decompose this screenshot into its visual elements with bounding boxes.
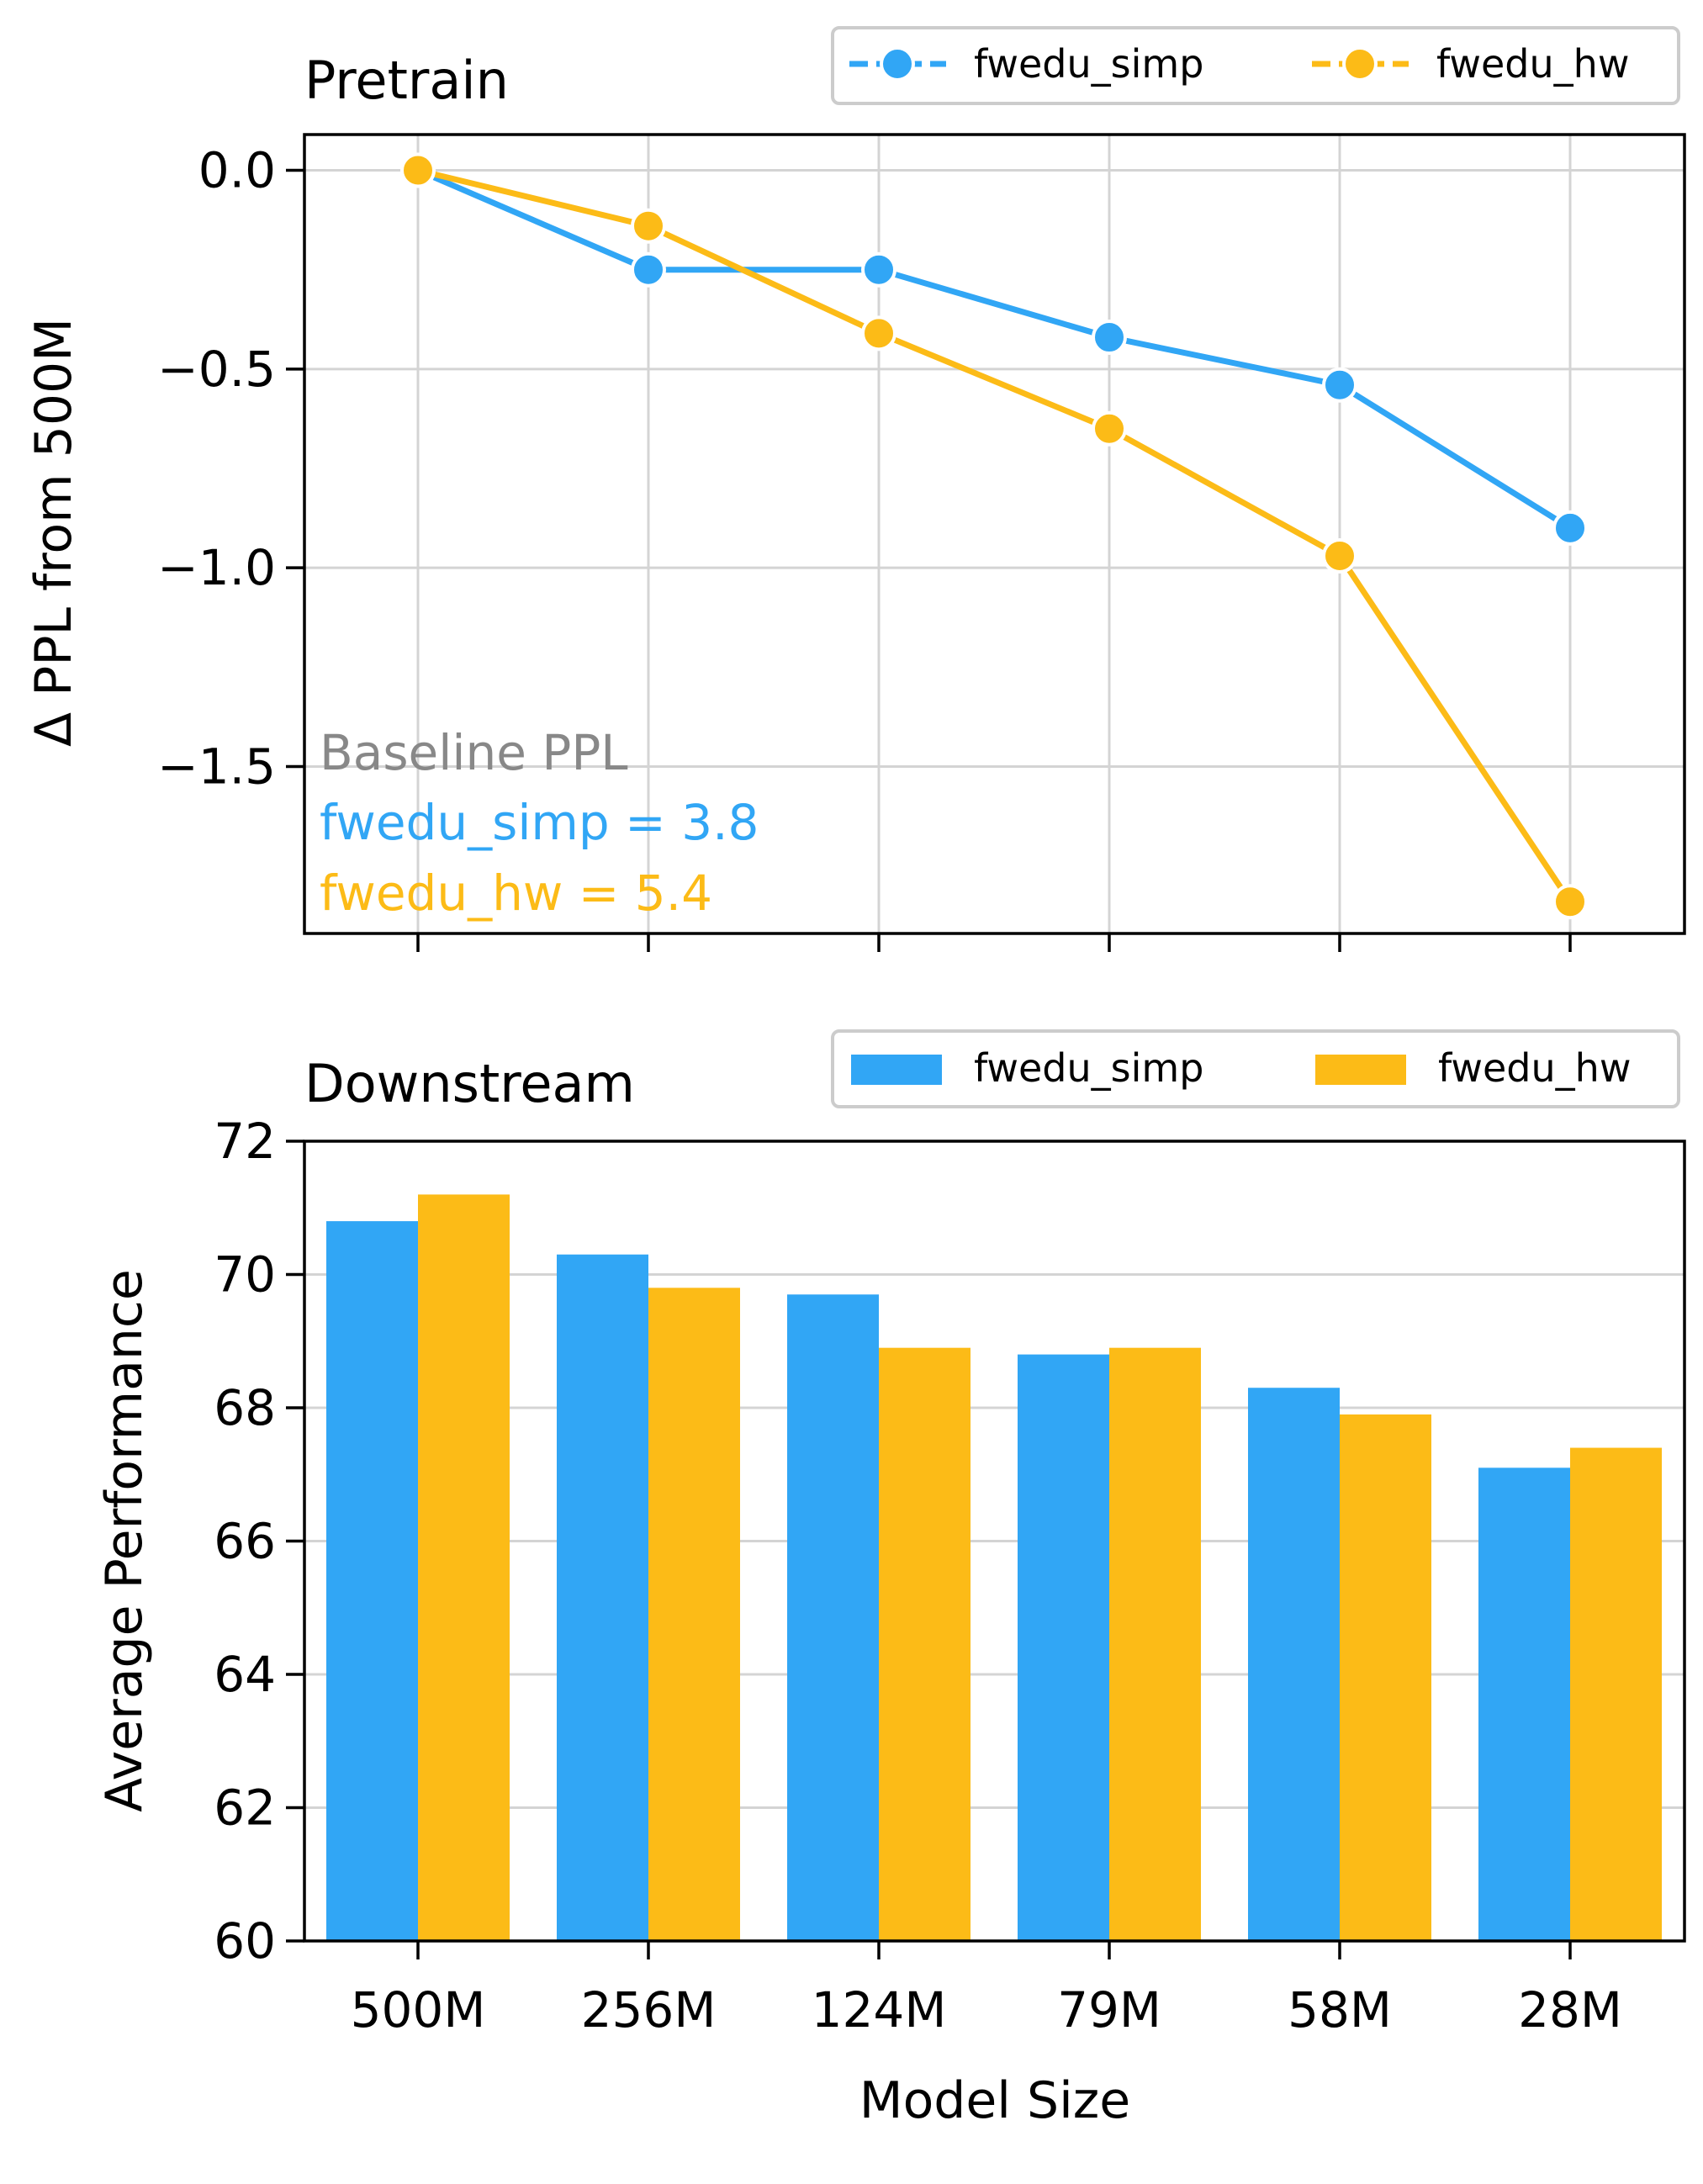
pretrain-point-fwedu_simp [1552,510,1588,546]
pretrain-ytick-label: 0.0 [198,142,276,199]
baseline-simp: fwedu_simp = 3.8 [320,794,759,851]
downstream-xtick-label: 58M [1288,1981,1392,2039]
pretrain-legend-marker [880,46,915,82]
pretrain-point-fwedu_hw [1092,410,1127,447]
downstream-bar-fwedu_hw [1109,1347,1201,1941]
downstream-panel: 60 62 64 66 68 70 72 500M 256M 124M 79M 58M 28M Downs… [95,1029,1686,2130]
pretrain-ylabel: Δ PPL from 500M [24,318,83,747]
pretrain-line-fwedu_simp [416,167,1572,531]
downstream-bar-fwedu_simp [787,1294,879,1941]
downstream-bar-fwedu_simp [1248,1388,1340,1941]
pretrain-legend: fwedu_simp fwedu_hw [831,26,1680,105]
downstream-ytick-label: 60 [214,1912,276,1970]
downstream-xtick-label: 79M [1057,1981,1161,2039]
pretrain-legend-box [831,26,1680,105]
pretrain-legend-label: fwedu_hw [1436,41,1629,87]
pretrain-ytick-label: −0.5 [157,341,276,398]
downstream-ytick-label: 68 [214,1379,276,1436]
downstream-ytick-label: 64 [214,1646,276,1703]
downstream-xtick-label: 256M [581,1981,717,2039]
downstream-legend-swatch [851,1055,942,1085]
downstream-bar-fwedu_hw [879,1347,970,1941]
pretrain-line-fwedu_hw [417,167,1573,904]
downstream-bar-fwedu_hw [1570,1447,1662,1941]
downstream-bar-fwedu_simp [326,1221,418,1941]
downstream-ylabel: Average Performance [95,1269,154,1812]
pretrain-legend-label: fwedu_simp [974,41,1203,87]
downstream-ytick-label: 66 [214,1513,276,1570]
downstream-xtick-label: 500M [351,1981,486,2039]
downstream-legend-label: fwedu_hw [1438,1045,1631,1091]
pretrain-ytick-label: −1.0 [157,539,276,596]
downstream-legend-swatch [1315,1055,1406,1085]
pretrain-panel: 0.0 −0.5 −1.0 −1.5 Pretrain Δ PPL from 500M Ba… [24,26,1686,952]
downstream-legend: fwedu_simp fwedu_hw [831,1029,1680,1108]
pretrain-point-fwedu_hw [861,315,896,352]
downstream-legend-label: fwedu_simp [974,1045,1203,1091]
downstream-bar-fwedu_hw [1340,1414,1431,1941]
pretrain-point-fwedu_simp [861,251,896,288]
pretrain-point-fwedu_simp [631,251,666,288]
baseline-hw: fwedu_hw = 5.4 [320,865,712,922]
downstream-bar-fwedu_hw [418,1194,510,1941]
pretrain-point-fwedu_hw [1552,884,1588,920]
downstream-title: Downstream [304,1053,635,1114]
pretrain-legend-marker [1342,46,1378,82]
pretrain-point-fwedu_hw [400,152,436,188]
downstream-bar-fwedu_simp [557,1254,648,1941]
downstream-ytick-label: 72 [214,1113,276,1170]
pretrain-point-fwedu_hw [631,208,666,244]
pretrain-point-fwedu_hw [1322,537,1357,574]
downstream-bar-fwedu_simp [1018,1354,1109,1941]
downstream-ytick-label: 62 [214,1779,276,1837]
pretrain-point-fwedu_simp [1322,367,1357,403]
downstream-xtick-label: 124M [812,1981,947,2039]
downstream-bar-fwedu_hw [648,1288,740,1941]
pretrain-title: Pretrain [304,50,509,111]
downstream-xlabel: Model Size [859,2071,1130,2130]
pretrain-point-fwedu_simp [1092,320,1127,356]
baseline-title: Baseline PPL [320,724,628,781]
pretrain-ytick-label: −1.5 [157,738,276,795]
downstream-legend-box [831,1029,1680,1108]
downstream-ytick-label: 70 [214,1246,276,1304]
downstream-bar-fwedu_simp [1478,1467,1570,1941]
pretrain-plot-frame [303,133,1686,935]
downstream-xtick-label: 28M [1518,1981,1622,2039]
